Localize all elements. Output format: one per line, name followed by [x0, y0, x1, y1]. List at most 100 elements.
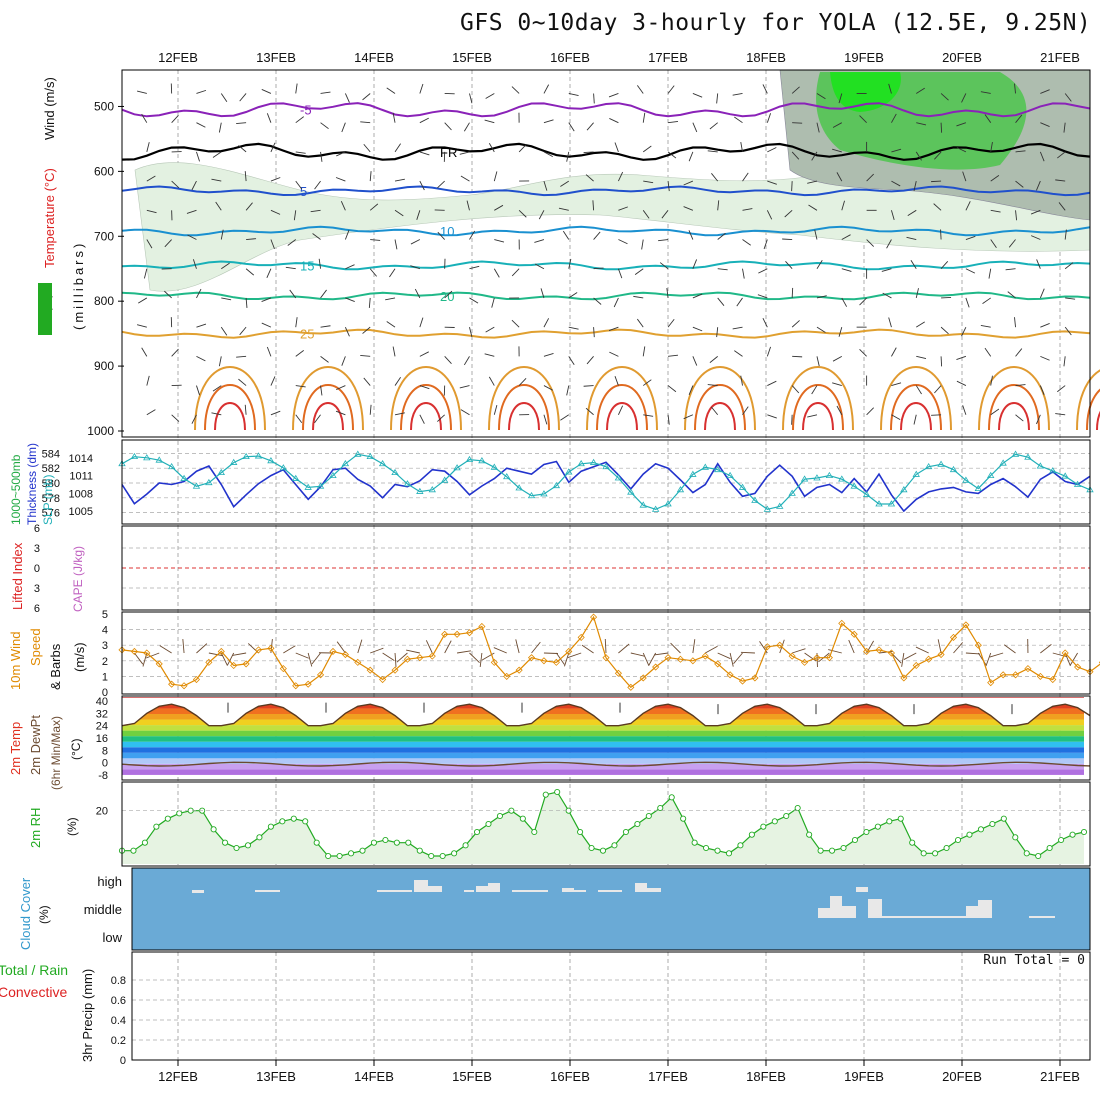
bottom-date-label: 20FEB	[942, 1069, 982, 1084]
wind-barb	[141, 347, 148, 357]
wind-barb	[266, 268, 272, 279]
rh2m-marker	[760, 823, 767, 830]
wind-barb	[980, 91, 991, 94]
wind-barb	[707, 150, 718, 153]
wind-barb	[762, 317, 768, 328]
wind-barb	[1063, 356, 1066, 367]
wind-barb	[385, 297, 396, 301]
slp-marker	[738, 483, 747, 490]
wind-barb	[568, 292, 578, 299]
wind-barb	[469, 327, 473, 337]
temp-tick-label: 24	[96, 721, 108, 733]
rh2m-marker	[347, 850, 355, 857]
wind-barb	[336, 151, 346, 157]
rh2m-marker	[485, 820, 492, 828]
wind-barb	[941, 296, 952, 299]
bottom-date-label: 14FEB	[354, 1069, 394, 1084]
cloud-high-bar	[476, 886, 488, 892]
wind-barb	[493, 171, 498, 182]
slp-marker	[900, 486, 908, 493]
precip-total-label: Total / Rain	[0, 962, 68, 978]
wind-barb	[484, 353, 495, 357]
wind-barb	[192, 259, 197, 269]
wind-barb	[886, 239, 892, 249]
wind-barb	[784, 209, 793, 218]
wind10m-marker	[962, 621, 970, 629]
rh2m-marker	[451, 850, 458, 857]
wind-barb	[220, 93, 228, 103]
surface-temp-contour	[792, 384, 844, 431]
slp-marker	[279, 464, 288, 471]
wind10m-barb	[457, 650, 471, 654]
wind10m-marker	[887, 649, 896, 657]
slp-marker	[924, 462, 933, 470]
slp-marker	[751, 496, 759, 503]
wind10m-marker	[1074, 663, 1082, 671]
isotherm-15	[121, 260, 1091, 271]
bottom-date-label: 21FEB	[1040, 1069, 1080, 1084]
wind-barb	[881, 268, 892, 272]
wind-barb	[245, 297, 248, 308]
wind-barb	[186, 209, 197, 214]
wind-barb	[791, 385, 800, 394]
wind10m-barb	[654, 652, 669, 656]
wind10m-marker	[552, 658, 560, 666]
wind10m-barb	[232, 652, 247, 656]
wind10m-marker	[639, 674, 647, 682]
wind10m-marker	[813, 654, 821, 662]
wind10m-barb	[531, 641, 541, 654]
wind-barb	[841, 234, 851, 240]
wind-barb	[1039, 385, 1045, 396]
temperature-panel	[121, 695, 1091, 781]
wind-barb	[1064, 326, 1072, 336]
wind-barb	[416, 210, 421, 220]
rh2m-marker	[416, 847, 423, 854]
wind-barb	[688, 385, 694, 396]
rh2m-marker	[817, 847, 824, 854]
wind-barb	[915, 151, 922, 161]
wind-barb	[816, 326, 826, 333]
thickness-tick-label: 580	[42, 478, 60, 490]
cloud-high-bar	[428, 886, 442, 892]
wind-barb	[340, 200, 346, 211]
wind-barb	[494, 239, 505, 243]
cape-axis-label: CAPE (J/kg)	[71, 546, 85, 612]
temp-tick-label: 40	[96, 696, 108, 708]
wind-barb	[661, 210, 669, 219]
wind-barb	[493, 268, 500, 278]
li-tick-label: 3	[34, 543, 40, 555]
wind-barb	[543, 151, 553, 157]
wind-barb	[137, 324, 147, 328]
cloud-unit-label: (%)	[37, 905, 51, 924]
wind-barb	[807, 180, 818, 184]
slp-tick-label: 1011	[69, 471, 93, 483]
wind10m-panel	[121, 611, 1091, 695]
wind-barb	[266, 113, 272, 123]
wind-barb	[1015, 348, 1023, 357]
slp-marker	[577, 459, 585, 467]
wind-barb	[709, 122, 718, 130]
wind-barb	[816, 295, 827, 299]
wind10m-barb	[937, 639, 942, 654]
rh2m-marker	[462, 842, 469, 849]
wind-barb	[667, 318, 675, 328]
rh2m-marker	[290, 815, 297, 822]
wind-barb	[767, 414, 777, 419]
wind10m-marker	[205, 658, 213, 666]
wind10m-marker	[1061, 649, 1069, 657]
wind-barb	[832, 122, 843, 128]
rh2m-marker	[439, 852, 446, 860]
wind-barb	[543, 84, 550, 94]
precip-axis-label: 3hr Precip (mm)	[80, 969, 95, 1062]
wind-barb	[990, 375, 993, 386]
wind-barb	[566, 151, 570, 162]
wind-barb	[211, 412, 222, 416]
wind-barb	[394, 209, 404, 217]
wind-barb	[310, 209, 321, 213]
rh2m-marker	[279, 818, 286, 825]
slp-axis-label: SLP (mb)	[41, 475, 55, 525]
wind-barb	[667, 121, 679, 124]
rh2m-marker	[210, 826, 217, 833]
slp-marker	[850, 482, 858, 489]
wind-barb	[246, 238, 257, 240]
